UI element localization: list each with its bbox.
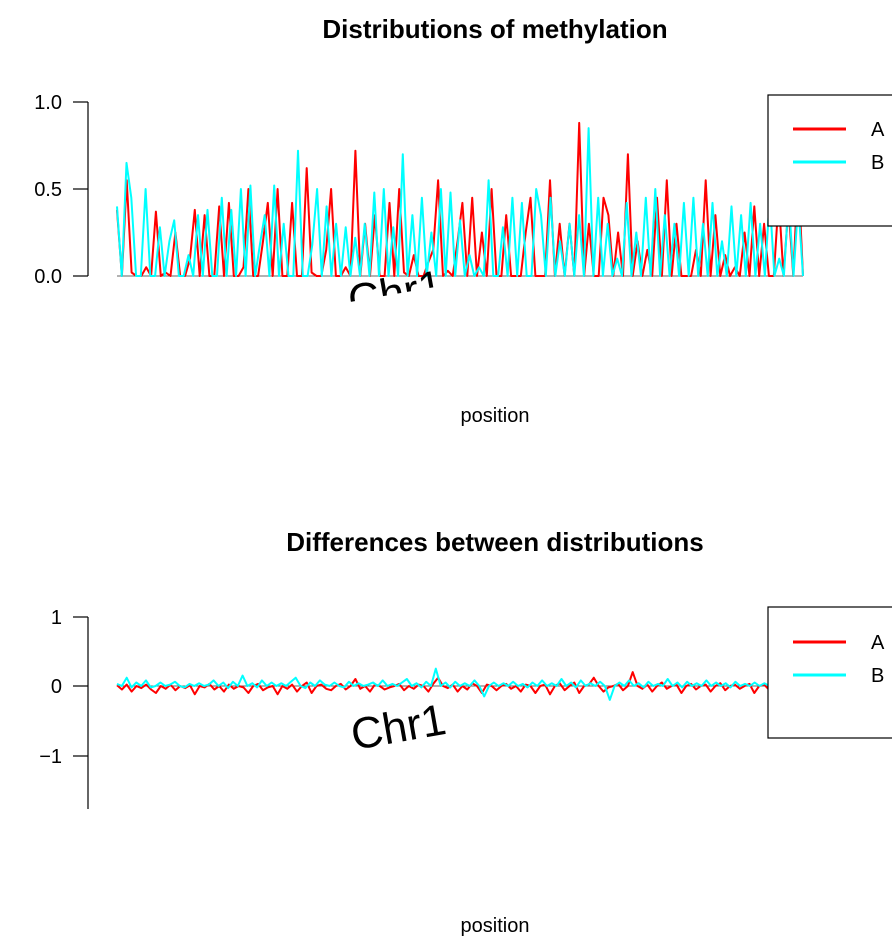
panel2-series-B-line xyxy=(116,667,804,701)
panel1-legend-A-label: A xyxy=(871,119,885,141)
panel1-xlabel: position xyxy=(461,405,530,427)
panel2-y-axis: −1 0 1 xyxy=(39,607,89,809)
panel2-legend: A B xyxy=(767,606,892,739)
panel1-ytick-1: 0.5 xyxy=(34,179,62,201)
panel2-title: Differences between distributions xyxy=(286,527,704,557)
panel1-ytick-0: 0.0 xyxy=(34,266,62,288)
panel2-ytick-1: 1 xyxy=(51,607,62,629)
panel1-y-axis: 0.0 0.5 1.0 xyxy=(34,92,89,288)
panel2-series-A-line xyxy=(116,671,804,696)
panel2-ytick-0: 0 xyxy=(51,676,62,698)
panel1-legend-B-label: B xyxy=(871,152,884,174)
panel1-series-B-line xyxy=(116,127,804,277)
panel2-ytick-neg1: −1 xyxy=(39,746,62,768)
panel2-category-label: Chr1 xyxy=(347,695,449,760)
differences-panel: Differences between distributions −1 0 1… xyxy=(39,527,892,937)
panel2-legend-A-label: A xyxy=(871,632,885,654)
panel2-legend-B-label: B xyxy=(871,665,884,687)
panel2-xlabel: position xyxy=(461,915,530,937)
panel1-legend: A B xyxy=(767,94,892,227)
panel1-title: Distributions of methylation xyxy=(322,14,667,44)
methylation-panel: Distributions of methylation 0.0 0.5 1.0… xyxy=(34,14,892,427)
panel1-ytick-2: 1.0 xyxy=(34,92,62,114)
